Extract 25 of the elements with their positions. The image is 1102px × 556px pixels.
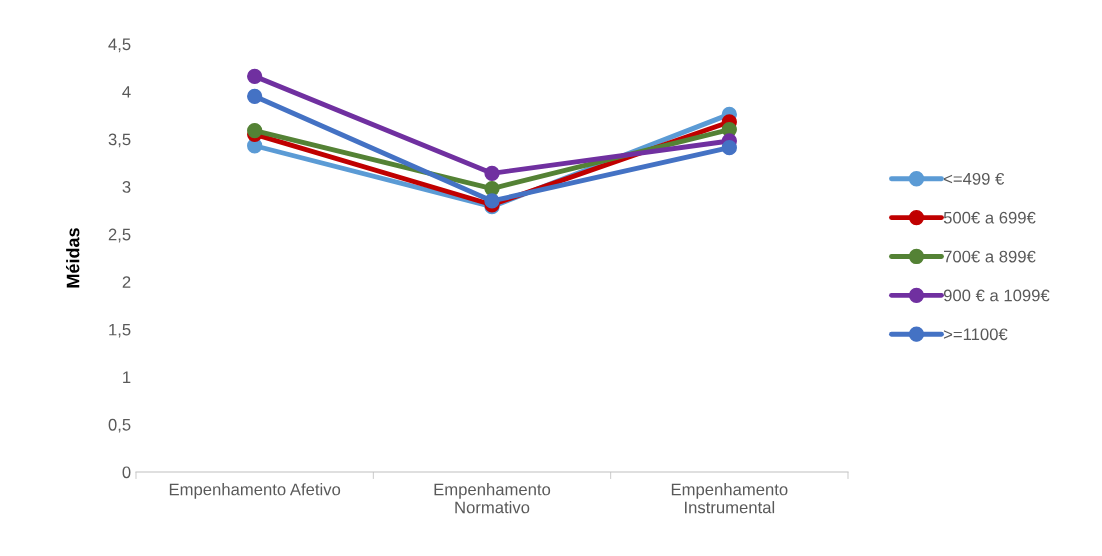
y-tick-label: 4 [122, 86, 131, 98]
y-tick-label: 3,5 [108, 133, 131, 148]
x-tick-label: Empenhamento Normativo [434, 483, 551, 514]
y-tick-label: 0,5 [108, 418, 131, 433]
legend-label: 700€ a 899€ [944, 250, 1036, 263]
point [721, 140, 737, 156]
x-tick-label: Empenhamento Instrumental [671, 483, 788, 514]
y-tick-label: 3 [122, 181, 131, 193]
legend-label: >=1100€ [943, 328, 1008, 341]
y-tick-label: 2,5 [108, 228, 131, 243]
legend-label: <=499 € [943, 172, 1005, 185]
point [247, 122, 263, 139]
y-tick-label: 4,5 [108, 38, 131, 53]
point [484, 193, 500, 209]
point [247, 68, 263, 84]
legend-label: 900 € a 1099€ [943, 289, 1050, 302]
y-axis-title: Méidas [65, 228, 80, 288]
point [484, 165, 500, 181]
y-tick-label: 1 [123, 371, 131, 383]
legend-label: 500€ a 699€ [943, 211, 1036, 224]
y-tick-label: 0 [122, 466, 131, 479]
y-tick-label: 1,5 [109, 323, 131, 338]
y-tick-label: 2 [122, 276, 131, 288]
point [247, 88, 263, 104]
x-tick-label: Empenhamento Afetivo [169, 483, 341, 499]
